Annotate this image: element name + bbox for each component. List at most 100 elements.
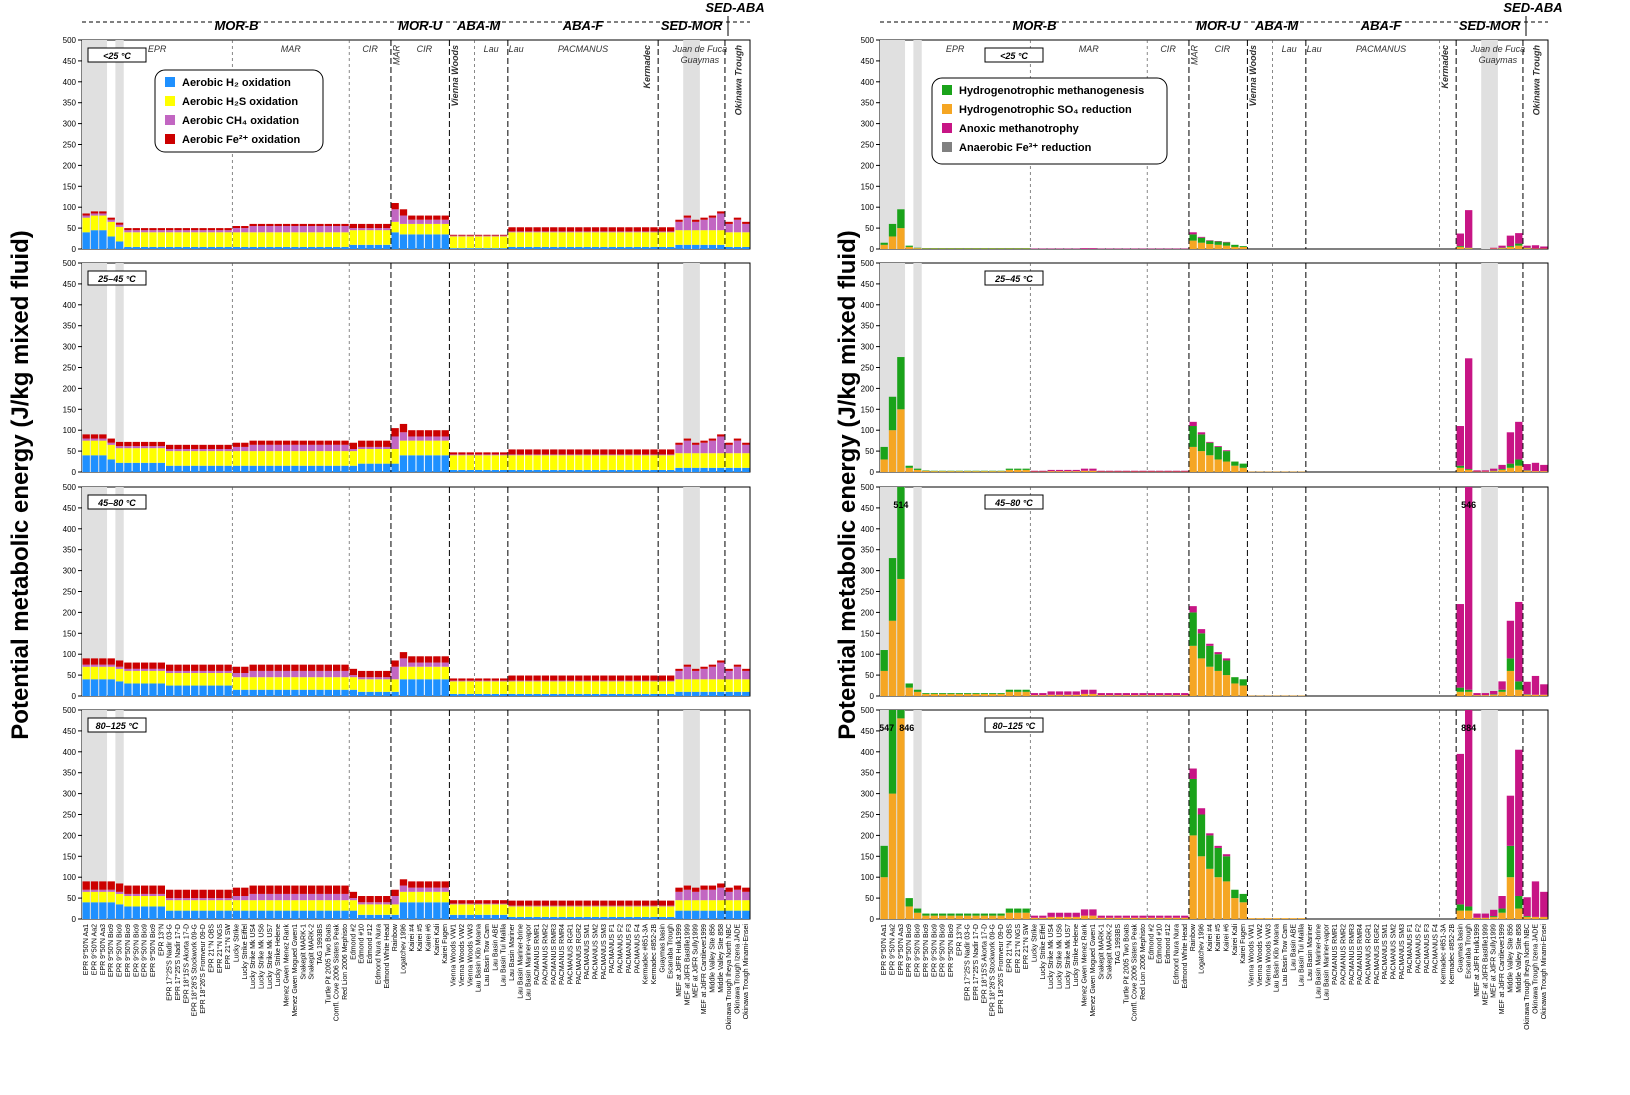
bar-segment [149, 906, 157, 919]
bar-segment [533, 449, 541, 455]
x-category-label: Edmond White Head [384, 924, 391, 989]
bar-segment [1039, 917, 1047, 919]
bar-segment [633, 246, 641, 249]
bar-segment [207, 670, 216, 674]
bar-segment [972, 693, 980, 694]
bar-segment [541, 906, 550, 917]
bar-segment [1481, 917, 1490, 919]
bar-segment [424, 662, 433, 667]
bar-segment [725, 679, 733, 692]
x-category-label: Kermadec #852-2B [1449, 924, 1456, 985]
overflow-annotation: 884 [1461, 723, 1476, 733]
bar-segment [232, 689, 241, 696]
bar-segment [725, 900, 733, 911]
bar-segment [583, 916, 591, 919]
bar-segment [191, 673, 199, 686]
bar-segment [441, 881, 449, 888]
bar-segment [333, 444, 341, 452]
y-tick-label: 100 [63, 650, 77, 659]
y-tick-label: 200 [63, 608, 77, 617]
bar-segment [1272, 918, 1281, 919]
shade-column [115, 40, 124, 249]
bar-segment [880, 670, 888, 696]
bar-segment [458, 903, 466, 905]
x-category-label: PACMANUS SM2 [1391, 924, 1398, 980]
bar-segment [641, 231, 650, 233]
bar-segment [675, 891, 683, 901]
shade-column [683, 710, 700, 919]
bar-segment [938, 693, 947, 696]
bar-segment [1523, 916, 1531, 917]
y-tick-label: 150 [861, 182, 875, 191]
bar-segment [525, 449, 533, 455]
x-category-label: EPR 9°50'N Aa2 [91, 924, 99, 975]
temperature-label-box [984, 270, 1044, 286]
x-category-label: PACMANUS F3 [1424, 924, 1431, 973]
bar-segment [600, 900, 608, 906]
bar-segment [241, 887, 249, 897]
bar-segment [725, 442, 733, 445]
bar-segment [224, 889, 232, 899]
bar-segment [583, 232, 591, 247]
bar-segment [1473, 913, 1481, 918]
bar-segment [1189, 612, 1197, 646]
x-category-label: EPR 9°50'N Bio9 [905, 924, 913, 977]
bar-segment [897, 718, 905, 919]
bar-segment [989, 915, 997, 919]
bar-segment [947, 913, 955, 916]
y-tick-label: 300 [861, 567, 875, 576]
bar-segment [658, 675, 666, 681]
bar-segment [157, 446, 165, 449]
bar-segment [199, 246, 207, 249]
bar-segment [82, 891, 90, 903]
bar-segment [1055, 916, 1064, 919]
bar-segment [625, 681, 633, 694]
x-category-label: EPR 13°N [157, 924, 165, 956]
x-category-label: EPR 21°N NGS [1014, 924, 1022, 973]
bar-segment [1498, 896, 1506, 909]
bar-segment [374, 679, 383, 692]
bar-segment [441, 455, 449, 472]
bar-segment [257, 885, 266, 894]
bar-segment [374, 677, 383, 680]
bar-segment [324, 246, 332, 249]
bar-segment [433, 881, 441, 888]
temperature-label: 80–125 °C [993, 721, 1036, 731]
bar-segment [433, 436, 441, 441]
bar-segment [408, 223, 416, 235]
group-label: ABA-M [1254, 18, 1299, 33]
bar-segment [458, 452, 466, 455]
bar-segment [441, 891, 449, 903]
bar-segment [1131, 917, 1139, 919]
bar-segment [207, 900, 216, 911]
bar-segment [374, 896, 383, 903]
bar-segment [675, 467, 683, 472]
bar-segment [166, 444, 174, 450]
bar-segment [1022, 689, 1030, 692]
bar-segment [533, 455, 541, 470]
bar-segment [107, 881, 115, 890]
temperature-label-box [87, 270, 147, 286]
y-tick-label: 450 [63, 727, 77, 736]
bar-segment [1289, 918, 1297, 919]
bar-segment [500, 454, 508, 456]
bar-segment [391, 449, 399, 464]
bar-segment [90, 438, 99, 441]
sed-aba-label: SED-ABA [1503, 0, 1562, 15]
bar-segment [733, 910, 742, 919]
bar-segment [550, 469, 558, 472]
bar-segment [1214, 652, 1222, 655]
bar-segment [1222, 881, 1231, 919]
bar-segment [249, 440, 257, 445]
bar-segment [249, 246, 257, 249]
bar-segment [207, 465, 216, 472]
x-category-label: Kermadec #851-3A [643, 924, 650, 985]
bar-segment [600, 906, 608, 917]
bar-segment [374, 228, 383, 231]
bar-segment [1197, 237, 1206, 243]
bar-segment [224, 900, 232, 911]
bar-segment [566, 455, 575, 470]
bar-segment [433, 440, 441, 456]
bar-segment [433, 234, 441, 249]
bar-segment [391, 436, 399, 450]
